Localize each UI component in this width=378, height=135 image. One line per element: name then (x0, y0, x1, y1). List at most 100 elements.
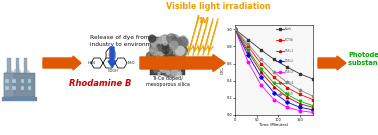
Text: $\mathsf{H_2N}$: $\mathsf{H_2N}$ (87, 59, 96, 67)
Circle shape (160, 59, 164, 63)
Text: blank: blank (285, 27, 292, 31)
Circle shape (149, 59, 159, 68)
Circle shape (163, 40, 167, 45)
Text: O: O (108, 53, 111, 57)
Circle shape (170, 49, 177, 56)
Circle shape (178, 40, 186, 48)
Circle shape (157, 54, 166, 63)
Circle shape (168, 40, 176, 47)
Circle shape (158, 72, 160, 75)
Circle shape (165, 56, 170, 61)
Circle shape (173, 57, 183, 67)
Circle shape (157, 55, 165, 63)
Circle shape (172, 65, 178, 72)
Circle shape (163, 36, 167, 40)
Circle shape (166, 54, 177, 64)
Circle shape (179, 64, 183, 69)
Bar (4, 73, 35, 97)
Circle shape (155, 42, 161, 47)
Text: Release of dye from
industry to environment: Release of dye from industry to environm… (90, 35, 161, 47)
Circle shape (166, 50, 172, 56)
Bar (15, 58, 19, 73)
Circle shape (152, 45, 156, 48)
Circle shape (155, 46, 160, 51)
Circle shape (149, 46, 155, 51)
Circle shape (165, 68, 172, 75)
Circle shape (154, 50, 158, 55)
Circle shape (160, 45, 165, 50)
Circle shape (161, 35, 169, 42)
Circle shape (175, 46, 177, 48)
Circle shape (166, 67, 174, 74)
Circle shape (153, 55, 163, 64)
Circle shape (167, 71, 170, 74)
Circle shape (151, 54, 157, 60)
Circle shape (6, 75, 12, 81)
Bar (7, 58, 11, 73)
Circle shape (157, 69, 161, 72)
Circle shape (6, 70, 14, 78)
Circle shape (23, 80, 29, 85)
Circle shape (167, 49, 169, 51)
Circle shape (149, 35, 156, 42)
Bar (21, 79, 24, 83)
Circle shape (158, 56, 167, 64)
Circle shape (161, 56, 169, 65)
Text: Rhodamine B: Rhodamine B (69, 79, 131, 88)
Y-axis label: C/C₀: C/C₀ (221, 66, 225, 74)
Circle shape (152, 41, 157, 46)
Circle shape (150, 47, 158, 55)
Circle shape (170, 41, 178, 49)
Circle shape (14, 80, 20, 85)
Circle shape (154, 70, 157, 73)
FancyArrow shape (108, 47, 116, 67)
X-axis label: Time (Minutes): Time (Minutes) (259, 123, 289, 127)
Circle shape (14, 69, 20, 76)
FancyArrow shape (43, 56, 81, 70)
Circle shape (170, 65, 173, 68)
Circle shape (168, 69, 176, 77)
Circle shape (23, 75, 28, 80)
Circle shape (179, 72, 182, 75)
Text: CTiSi-4: CTiSi-4 (285, 81, 294, 85)
Circle shape (164, 65, 169, 70)
Text: CTiSi-2: CTiSi-2 (285, 59, 294, 63)
Circle shape (163, 57, 170, 64)
Circle shape (146, 52, 156, 62)
Circle shape (180, 61, 187, 68)
Circle shape (172, 37, 177, 42)
Circle shape (156, 46, 161, 51)
Circle shape (179, 51, 183, 55)
Circle shape (160, 56, 169, 65)
Circle shape (176, 50, 178, 53)
Circle shape (151, 50, 153, 52)
Bar (24, 58, 28, 73)
Circle shape (159, 60, 161, 62)
Circle shape (180, 36, 186, 41)
Circle shape (156, 52, 162, 58)
Circle shape (160, 60, 163, 63)
Circle shape (160, 67, 162, 70)
Circle shape (150, 47, 153, 49)
Circle shape (158, 46, 165, 52)
Circle shape (178, 60, 180, 62)
Circle shape (175, 65, 181, 71)
Circle shape (163, 67, 172, 77)
Text: Visible light irradiation: Visible light irradiation (166, 2, 270, 11)
Circle shape (171, 66, 177, 71)
Circle shape (179, 41, 183, 45)
Circle shape (150, 45, 159, 55)
Bar (28, 86, 31, 90)
Circle shape (163, 58, 173, 68)
Circle shape (166, 53, 175, 63)
Circle shape (168, 69, 177, 77)
Text: S-CTiSi: S-CTiSi (285, 38, 294, 42)
Circle shape (172, 36, 177, 41)
Text: Photodegraded
substance+ CO₂+ H₂O: Photodegraded substance+ CO₂+ H₂O (348, 52, 378, 66)
Bar (28, 79, 31, 83)
Circle shape (170, 35, 179, 43)
Circle shape (158, 36, 166, 43)
Circle shape (160, 66, 167, 72)
Bar (12, 86, 15, 90)
Circle shape (158, 56, 163, 60)
